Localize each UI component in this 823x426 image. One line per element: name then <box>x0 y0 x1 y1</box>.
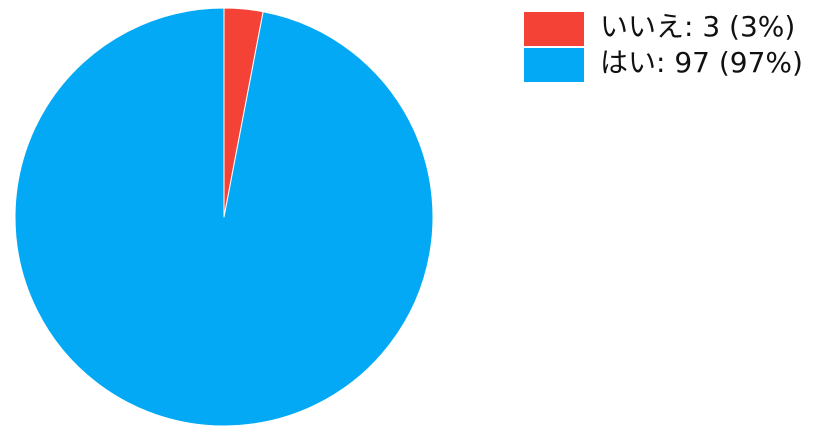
legend-item-yes: はい: 97 (97%) <box>524 46 820 84</box>
legend-label-yes: はい: 97 (97%) <box>600 46 803 79</box>
legend-item-no: いいえ: 3 (3%) <box>524 10 820 48</box>
legend: いいえ: 3 (3%) はい: 97 (97%) <box>524 10 820 84</box>
legend-swatch-no <box>524 12 584 46</box>
legend-swatch-yes <box>524 48 584 82</box>
legend-label-no: いいえ: 3 (3%) <box>600 10 796 43</box>
pie-slice-yes <box>14 7 434 426</box>
